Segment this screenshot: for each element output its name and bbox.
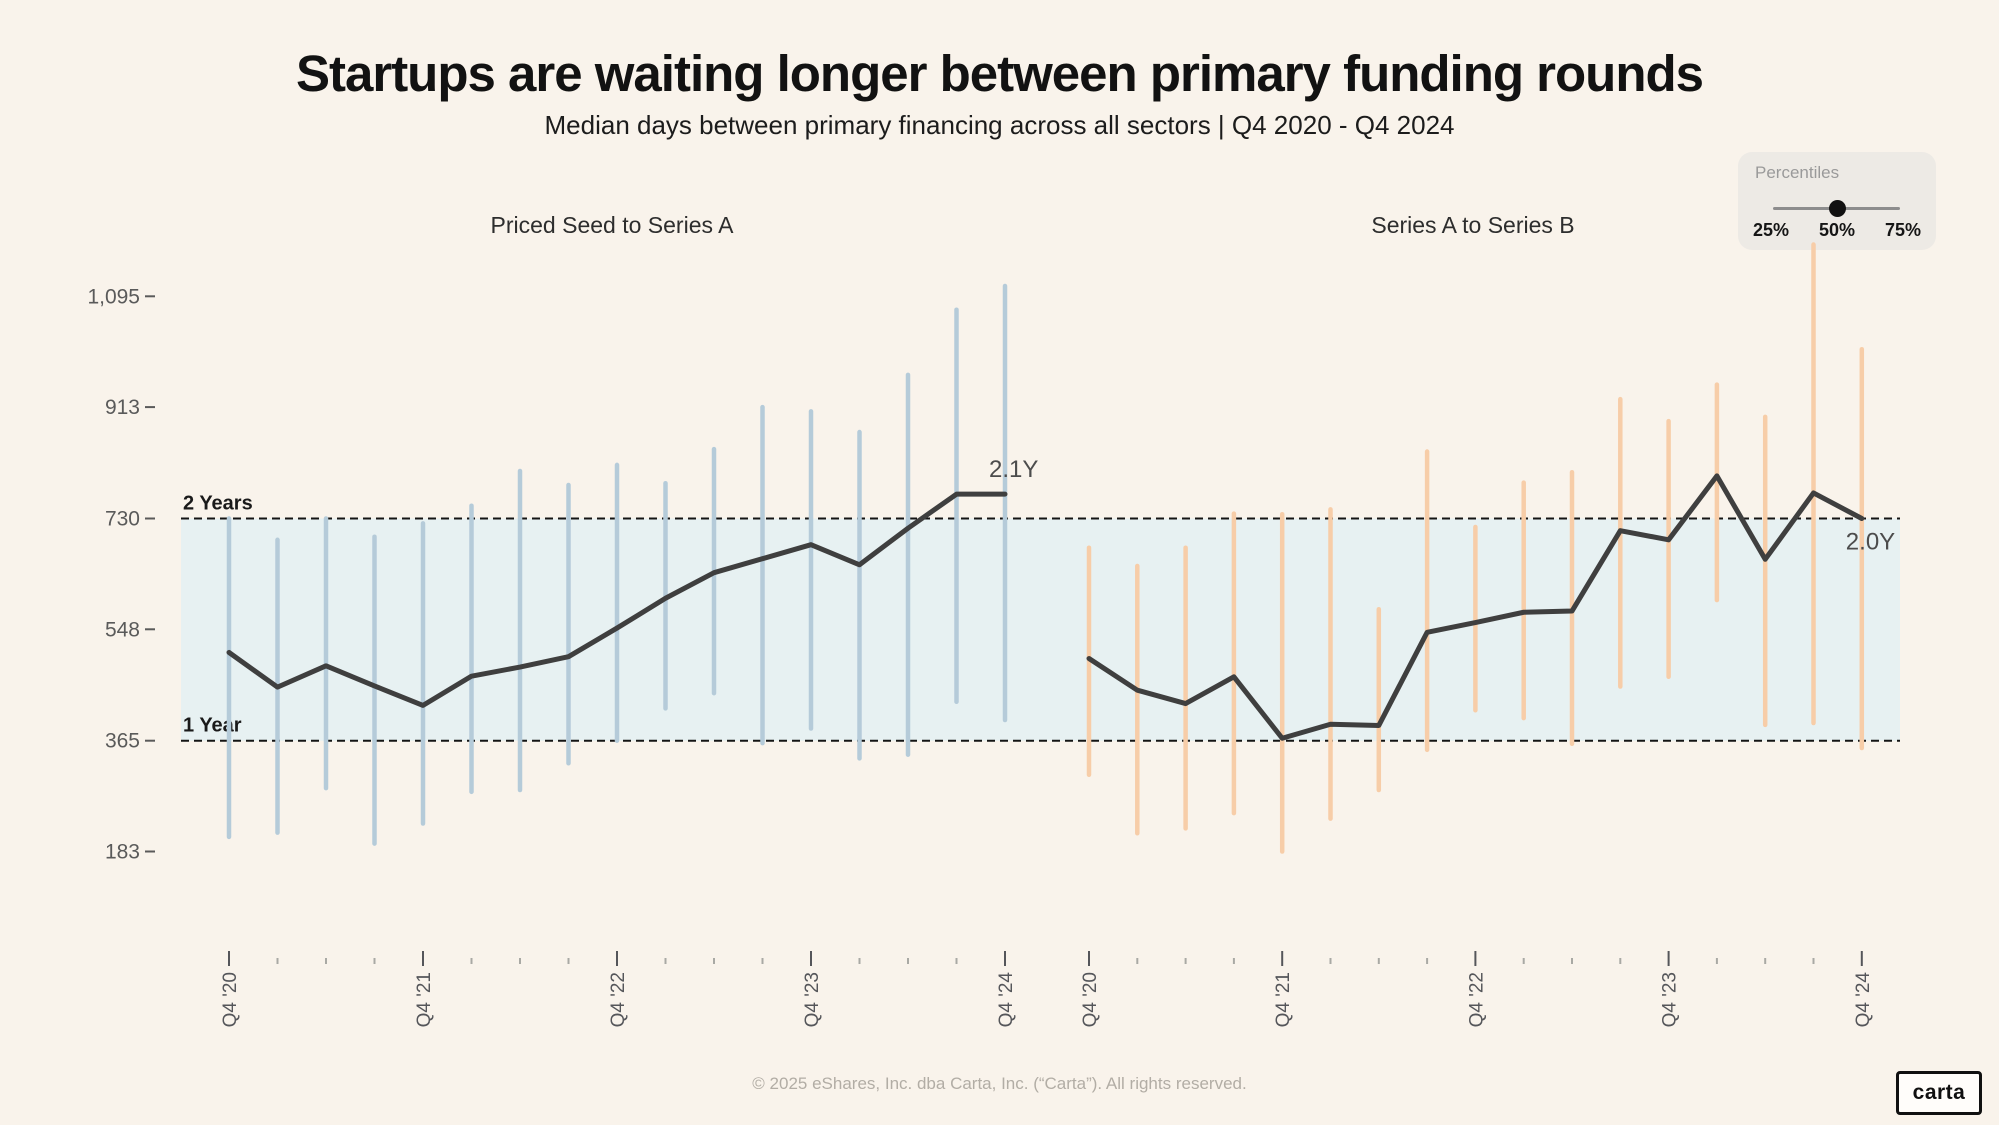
page-subtitle: Median days between primary financing ac… — [544, 110, 1455, 140]
percentile-slider-handle[interactable] — [1829, 200, 1846, 217]
page-title: Startups are waiting longer between prim… — [295, 45, 1704, 102]
percentile-option-75[interactable]: 75% — [1884, 220, 1921, 240]
ref-line-label: 2 Years — [183, 493, 253, 515]
y-axis-label: 913 — [105, 396, 140, 419]
end-value-label: 2.1Y — [989, 456, 1038, 483]
x-axis-label: Q4 '23 — [1660, 972, 1681, 1027]
x-axis-label: Q4 '24 — [1853, 972, 1874, 1028]
y-axis-label: 730 — [105, 508, 140, 531]
copyright-footer: © 2025 eShares, Inc. dba Carta, Inc. (“C… — [752, 1074, 1247, 1093]
median-line — [1086, 473, 1865, 741]
y-axis-label: 183 — [105, 840, 140, 863]
percentiles-label: Percentiles — [1755, 163, 1840, 182]
x-axis-label: Q4 '20 — [1080, 972, 1101, 1027]
y-axis-label: 1,095 — [87, 285, 140, 308]
ref-line-label: 1 Year — [183, 715, 242, 737]
percentile-option-50[interactable]: 50% — [1818, 220, 1856, 240]
x-axis-label: Q4 '23 — [802, 972, 823, 1027]
y-axis-label: 548 — [105, 618, 140, 641]
percentile-options: 25% 50% 75% — [1738, 220, 1936, 241]
x-axis-label: Q4 '24 — [996, 972, 1017, 1028]
chart-title-a-to-b: Series A to Series B — [1371, 212, 1575, 238]
year-band — [181, 518, 1900, 741]
percentile-option-25[interactable]: 25% — [1753, 220, 1790, 240]
x-axis-label: Q4 '22 — [1466, 972, 1487, 1027]
end-value-label: 2.0Y — [1846, 529, 1895, 556]
carta-logo: carta — [1896, 1071, 1982, 1115]
x-axis-label: Q4 '21 — [414, 972, 435, 1027]
x-axis-label: Q4 '22 — [608, 972, 629, 1027]
median-line — [226, 491, 1008, 708]
x-axis-label: Q4 '21 — [1273, 972, 1294, 1027]
y-axis-label: 365 — [105, 730, 140, 753]
x-axis-label: Q4 '20 — [220, 972, 241, 1027]
percentiles-widget: Percentiles 25% 50% 75% — [1738, 152, 1936, 250]
chart-title-seed-to-a: Priced Seed to Series A — [490, 212, 734, 238]
